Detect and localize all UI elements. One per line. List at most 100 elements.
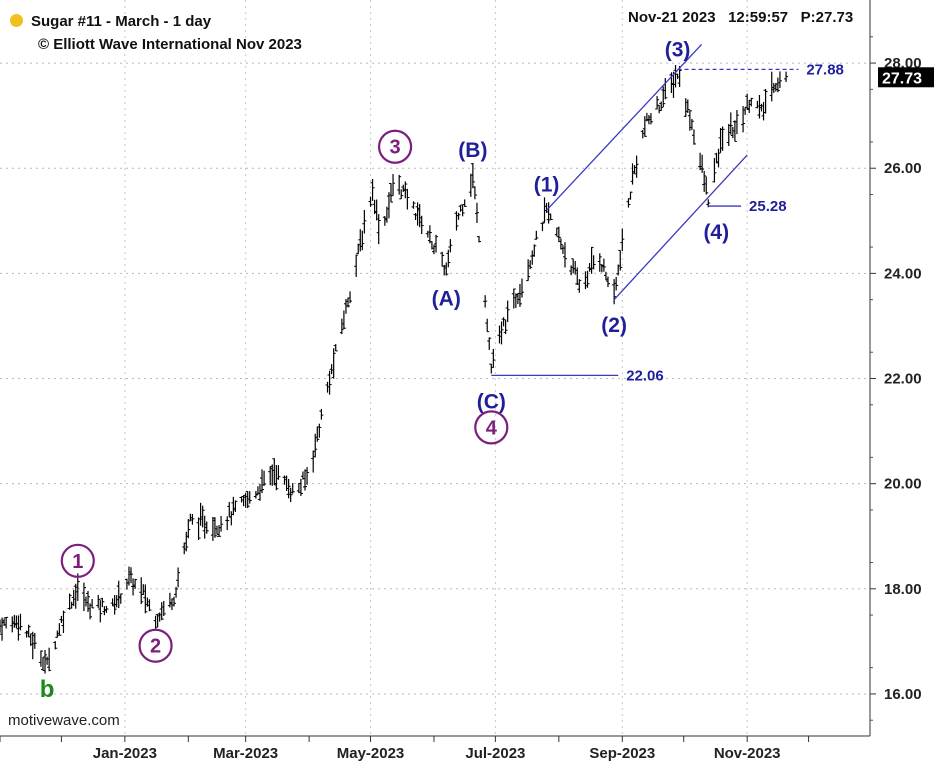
ohlc-bar	[761, 101, 766, 121]
ohlc-bar	[755, 100, 760, 109]
ohlc-bar	[718, 127, 723, 153]
ohlc-bar	[477, 235, 482, 243]
ohlc-bar	[198, 502, 203, 526]
x-tick-label: Nov-2023	[714, 745, 781, 762]
ohlc-bar	[10, 616, 15, 633]
ohlc-bar	[734, 109, 739, 135]
ohlc-bar	[573, 260, 578, 275]
ohlc-bar	[454, 211, 459, 231]
ohlc-bar	[391, 174, 396, 197]
ohlc-bar	[554, 227, 559, 237]
ohlc-bar	[456, 212, 461, 220]
ohlc-bar	[169, 598, 174, 611]
ohlc-bar	[700, 154, 705, 173]
timestamp-readout: Nov-21 2023 12:59:57 P:27.73	[628, 9, 853, 26]
ohlc-bar	[534, 230, 539, 240]
ohlc-bar	[605, 276, 610, 288]
price-readout: P:27.73	[800, 9, 854, 26]
ohlc-bar	[626, 198, 631, 208]
ohlc-bar	[505, 300, 510, 323]
ohlc-bar	[133, 578, 138, 589]
ohlc-bar	[661, 86, 666, 108]
ohlc-bar	[427, 225, 432, 244]
ohlc-bar	[348, 291, 353, 304]
ohlc-bar	[769, 71, 774, 102]
ohlc-bar	[497, 325, 502, 344]
ohlc-bar	[675, 73, 680, 79]
ohlc-bar	[268, 466, 273, 486]
ohlc-bar	[339, 318, 344, 335]
ohlc-bar	[542, 197, 547, 223]
ohlc-bar	[431, 244, 436, 255]
ohlc-bar	[88, 603, 93, 620]
ohlc-bar	[331, 348, 336, 379]
ohlc-bar	[448, 239, 453, 253]
ohlc-bar	[262, 470, 267, 486]
ohlc-bar	[212, 517, 217, 538]
ohlc-bar	[317, 423, 322, 438]
ohlc-bar	[90, 599, 95, 609]
x-tick-label: Jul-2023	[465, 745, 525, 762]
ohlc-bar	[743, 106, 748, 115]
ohlc-bar	[444, 262, 449, 276]
wave-circle	[60, 543, 95, 578]
ohlc-bar	[172, 596, 176, 607]
ohlc-bar	[446, 249, 451, 268]
ohlc-bar	[501, 317, 506, 327]
ohlc-bar	[720, 126, 725, 151]
wave-label: (C)	[477, 390, 506, 413]
ohlc-bar	[612, 279, 617, 305]
ohlc-bar	[12, 614, 17, 628]
ohlc-bar	[176, 567, 181, 588]
ohlc-bar	[749, 97, 754, 107]
ohlc-bar	[368, 196, 373, 207]
ohlc-bar	[129, 567, 134, 584]
ohlc-bar	[515, 293, 520, 305]
ohlc-bar	[577, 279, 582, 293]
ohlc-bar	[687, 110, 692, 131]
ohlc-bar	[683, 98, 688, 118]
ohlc-bar	[569, 265, 574, 276]
ohlc-bar	[556, 226, 561, 243]
ohlc-bar	[648, 113, 653, 125]
wave-circle	[377, 129, 413, 164]
ohlc-bar	[425, 230, 430, 238]
ohlc-bar	[691, 129, 696, 145]
ohlc-bar	[139, 577, 144, 605]
ohlc-bar	[370, 179, 375, 201]
ohlc-bar	[763, 88, 768, 114]
ohlc-bar	[716, 148, 721, 168]
ohlc-bar	[53, 641, 58, 650]
ohlc-bar	[114, 595, 119, 608]
ohlc-bar	[728, 112, 733, 135]
ohlc-bar	[655, 96, 660, 110]
ohlc-bar	[472, 186, 477, 200]
ohlc-bar	[305, 467, 310, 485]
ohlc-bar	[419, 215, 424, 235]
y-tick-label: 22.00	[884, 371, 922, 388]
ohlc-bar	[16, 615, 21, 641]
wave-label: (A)	[432, 288, 461, 311]
ohlc-bar	[597, 253, 602, 272]
ohlc-bar	[155, 614, 160, 628]
ohlc-bar	[231, 496, 236, 516]
ohlc-bar	[388, 182, 393, 203]
wave-overlays: 27.88 25.28 22.06 1 2 b 3 (A) (B) (C) 4 (1) (2) (3) (4…	[40, 38, 844, 703]
ohlc-bar	[403, 181, 408, 199]
wave-label: (2)	[601, 314, 627, 337]
level-label: 25.28	[749, 198, 787, 215]
chart-grid	[0, 0, 870, 736]
y-tick-label: 18.00	[884, 581, 922, 598]
ohlc-bar	[38, 650, 43, 667]
ohlc-bar	[376, 214, 381, 245]
ohlc-bar	[61, 610, 66, 634]
ohlc-bar	[153, 615, 158, 629]
ohlc-bar	[413, 212, 418, 220]
wave-label: 2	[150, 636, 161, 658]
ohlc-bar	[540, 222, 545, 232]
ohlc-bar	[730, 127, 735, 139]
ohlc-bar	[747, 99, 752, 113]
level-label: 22.06	[626, 367, 664, 384]
ohlc-bar	[18, 613, 23, 631]
